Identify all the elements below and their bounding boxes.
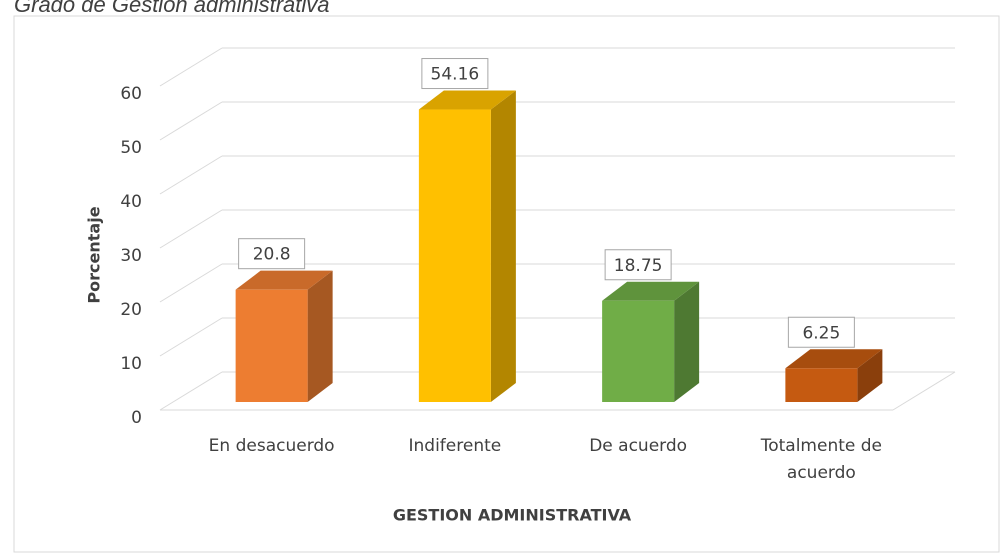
x-tick-label: En desacuerdo — [208, 436, 335, 456]
bar-side — [674, 281, 700, 402]
bar-side — [490, 90, 516, 402]
y-tick-label: 40 — [120, 192, 142, 212]
value-label: 6.25 — [802, 323, 840, 343]
value-label-box — [787, 316, 855, 348]
y-axis-title: Porcentaje — [85, 206, 104, 303]
y-tick-label: 20 — [120, 300, 142, 320]
bar — [235, 289, 308, 402]
y-tick-label: 30 — [120, 246, 142, 266]
grid-line — [159, 317, 223, 357]
bar-side — [307, 270, 333, 402]
value-label-box — [238, 238, 306, 270]
bar-top — [602, 281, 700, 301]
bar-side — [857, 349, 883, 402]
grid-line — [159, 209, 223, 249]
value-label: 20.8 — [253, 245, 291, 265]
floor-edge — [892, 371, 956, 411]
bar-top — [785, 349, 883, 369]
bar — [418, 109, 491, 402]
x-tick-label: De acuerdo — [589, 436, 688, 456]
x-tick-label: Totalmente de acuerdo — [760, 436, 883, 483]
bar-top — [235, 270, 333, 290]
grid-line — [159, 155, 223, 195]
grid-line — [159, 263, 223, 303]
bar-top — [418, 90, 516, 110]
value-label-box — [604, 249, 672, 281]
y-tick-label: 0 — [131, 408, 142, 428]
grid-line — [159, 371, 223, 411]
x-tick-label: Indiferente — [408, 436, 502, 456]
x-axis-title: GESTION ADMINISTRATIVA — [393, 506, 632, 525]
y-tick-label: 60 — [120, 84, 142, 104]
value-label-box — [421, 58, 489, 90]
chart-title: Grado de Gestion administrativa — [14, 0, 330, 17]
grid-line — [159, 47, 223, 87]
y-tick-label: 50 — [120, 138, 142, 158]
bar — [602, 300, 675, 402]
bar — [785, 368, 858, 402]
grid-line — [159, 101, 223, 141]
value-label: 54.16 — [431, 65, 480, 85]
value-label: 18.75 — [614, 256, 663, 276]
y-tick-label: 10 — [120, 354, 142, 374]
